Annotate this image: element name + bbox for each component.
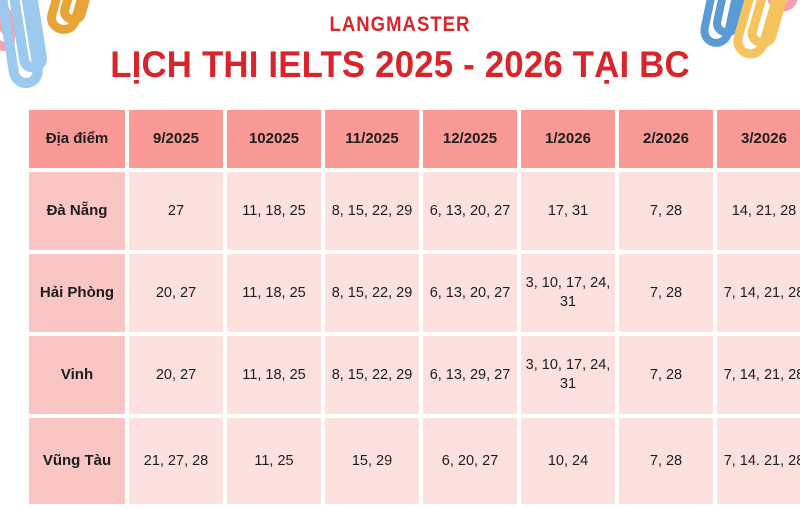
header-cell-month-7: 3/2026 [717, 110, 800, 168]
header-cell-month-5: 1/2026 [521, 110, 615, 168]
schedule-cell: 7, 28 [619, 254, 713, 332]
table-row: Đà Nẵng 27 11, 18, 25 8, 15, 22, 29 6, 1… [29, 172, 800, 250]
header-cell-month-2: 102025 [227, 110, 321, 168]
paperclip-pink-left-icon [0, 0, 15, 51]
schedule-cell: 6, 13, 20, 27 [423, 172, 517, 250]
schedule-cell: 14, 21, 28 [717, 172, 800, 250]
schedule-cell: 8, 15, 22, 29 [325, 172, 419, 250]
schedule-cell: 21, 27, 28 [129, 418, 223, 504]
table-header: Địa điểm 9/2025 102025 11/2025 12/2025 1… [29, 110, 800, 168]
header-cell-month-1: 9/2025 [129, 110, 223, 168]
schedule-cell: 27 [129, 172, 223, 250]
page-title: LỊCH THI IELTS 2025 - 2026 TẠI BC [110, 44, 690, 85]
schedule-cell: 11, 18, 25 [227, 254, 321, 332]
exam-schedule-table: Địa điểm 9/2025 102025 11/2025 12/2025 1… [25, 106, 800, 508]
schedule-cell: 11, 25 [227, 418, 321, 504]
header-cell-month-4: 12/2025 [423, 110, 517, 168]
schedule-cell: 6, 13, 20, 27 [423, 254, 517, 332]
row-label-location: Vũng Tàu [29, 418, 125, 504]
row-label-location: Hải Phòng [29, 254, 125, 332]
brand-logo-text: LANGMASTER [329, 13, 471, 36]
header-cell-month-3: 11/2025 [325, 110, 419, 168]
paperclip-pink-right-icon [767, 0, 800, 12]
table-body: Đà Nẵng 27 11, 18, 25 8, 15, 22, 29 6, 1… [29, 172, 800, 504]
schedule-cell: 7, 14, 21, 28 [717, 254, 800, 332]
table-row: Hải Phòng 20, 27 11, 18, 25 8, 15, 22, 2… [29, 254, 800, 332]
schedule-cell: 8, 15, 22, 29 [325, 336, 419, 414]
row-label-location: Đà Nẵng [29, 172, 125, 250]
schedule-cell: 10, 24 [521, 418, 615, 504]
schedule-table-container: Địa điểm 9/2025 102025 11/2025 12/2025 1… [25, 106, 800, 508]
header-row: Địa điểm 9/2025 102025 11/2025 12/2025 1… [29, 110, 800, 168]
header-cell-month-6: 2/2026 [619, 110, 713, 168]
schedule-cell: 15, 29 [325, 418, 419, 504]
schedule-cell: 7, 28 [619, 172, 713, 250]
header-cell-location: Địa điểm [29, 110, 125, 168]
schedule-cell: 7, 28 [619, 418, 713, 504]
paperclip-pink-left-inner-icon [0, 0, 21, 38]
table-row: Vũng Tàu 21, 27, 28 11, 25 15, 29 6, 20,… [29, 418, 800, 504]
schedule-cell: 11, 18, 25 [227, 336, 321, 414]
paperclip-yellow-right-inner-icon [747, 0, 790, 48]
table-row: Vinh 20, 27 11, 18, 25 8, 15, 22, 29 6, … [29, 336, 800, 414]
schedule-cell: 20, 27 [129, 254, 223, 332]
schedule-cell: 17, 31 [521, 172, 615, 250]
schedule-cell: 6, 13, 29, 27 [423, 336, 517, 414]
schedule-cell: 7, 28 [619, 336, 713, 414]
schedule-cell: 7, 14, 21, 28 [717, 336, 800, 414]
schedule-cell: 20, 27 [129, 336, 223, 414]
schedule-cell: 8, 15, 22, 29 [325, 254, 419, 332]
schedule-cell: 11, 18, 25 [227, 172, 321, 250]
schedule-cell: 3, 10, 17, 24, 31 [521, 336, 615, 414]
row-label-location: Vinh [29, 336, 125, 414]
schedule-cell: 6, 20, 27 [423, 418, 517, 504]
schedule-cell: 7, 14. 21, 28 [717, 418, 800, 504]
schedule-cell: 3, 10, 17, 24, 31 [521, 254, 615, 332]
